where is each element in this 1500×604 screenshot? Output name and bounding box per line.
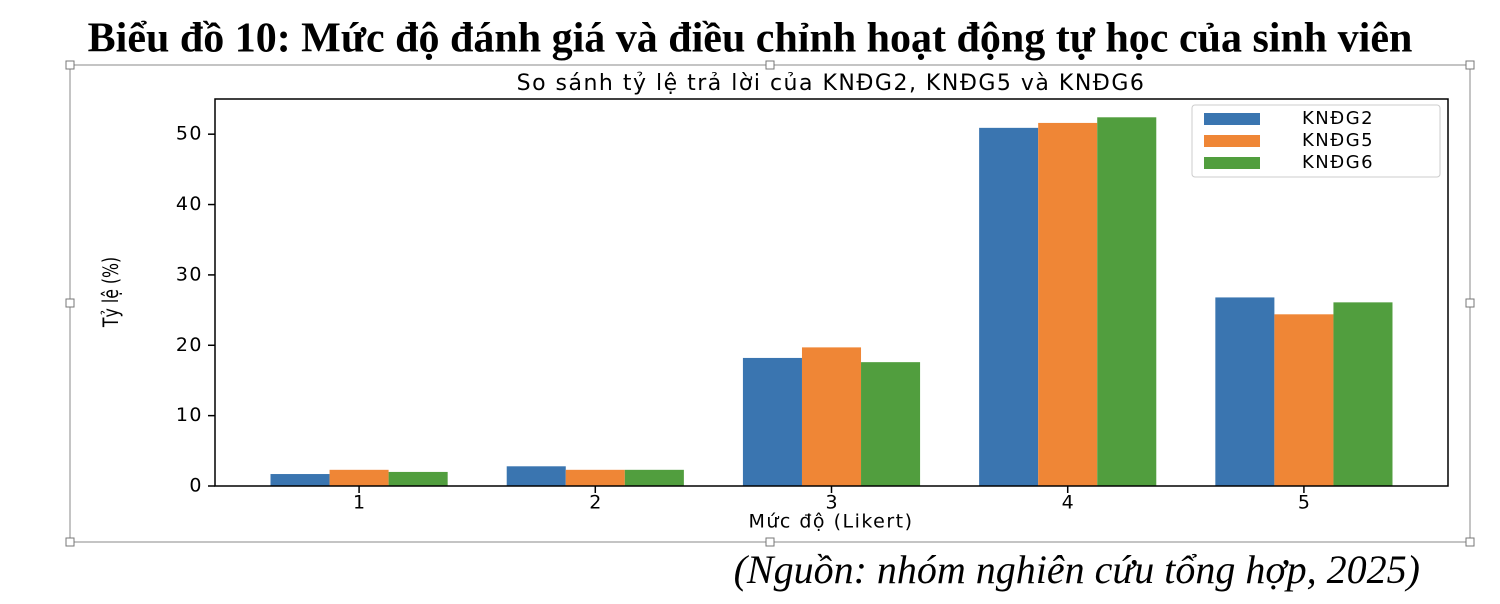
bar	[979, 127, 1039, 486]
handle	[1465, 60, 1475, 70]
legend-label: KNĐG5	[1302, 130, 1374, 151]
x-axis-label: Mức độ (Likert)	[748, 511, 913, 533]
bar	[329, 469, 389, 486]
x-tick-label: 5	[1298, 492, 1310, 514]
bar	[1097, 117, 1157, 486]
heading: Biểu đồ 10: Mức độ đánh giá và điều chỉn…	[88, 16, 1413, 62]
bar	[861, 362, 921, 486]
y-tick-label: 50	[176, 123, 203, 145]
legend-label: KNĐG2	[1302, 108, 1374, 129]
handle	[1465, 298, 1475, 308]
handle	[765, 537, 775, 547]
bar	[1038, 122, 1098, 486]
legend-swatch	[1204, 157, 1260, 169]
plot-frame	[214, 98, 1449, 487]
bar	[506, 466, 566, 486]
y-tick-label: 20	[176, 334, 203, 356]
bar	[624, 469, 684, 486]
frame-handles	[65, 60, 1475, 547]
x-tick-label: 4	[1062, 492, 1074, 514]
bar	[1215, 297, 1275, 486]
bar	[742, 357, 802, 486]
bar	[1333, 302, 1393, 486]
x-tick-label: 1	[353, 492, 365, 514]
bar	[801, 347, 862, 486]
chart-title: So sánh tỷ lệ trả lời của KNĐG2, KNĐG5 v…	[517, 71, 1146, 96]
bar	[565, 469, 625, 486]
source-note: (Nguồn: nhóm nghiên cứu tổng hợp, 2025)	[734, 547, 1420, 592]
bar	[1274, 314, 1334, 486]
handle	[65, 60, 75, 70]
bar	[388, 471, 448, 486]
handle	[765, 60, 775, 70]
x-tick-label: 2	[589, 492, 601, 514]
y-tick-label: 10	[176, 404, 203, 426]
legend-swatch	[1204, 135, 1260, 147]
handle	[65, 298, 75, 308]
x-tick-label: 3	[825, 492, 837, 514]
legend-label: KNĐG6	[1302, 152, 1374, 173]
y-tick-label: 0	[189, 475, 203, 497]
handle	[1465, 537, 1475, 547]
y-tick-label: 30	[176, 263, 203, 285]
handle	[65, 537, 75, 547]
y-tick-label: 40	[176, 193, 203, 215]
y-axis-label: Tỷ lệ (%)	[100, 257, 124, 328]
bar	[270, 474, 330, 486]
legend-swatch	[1204, 113, 1260, 125]
